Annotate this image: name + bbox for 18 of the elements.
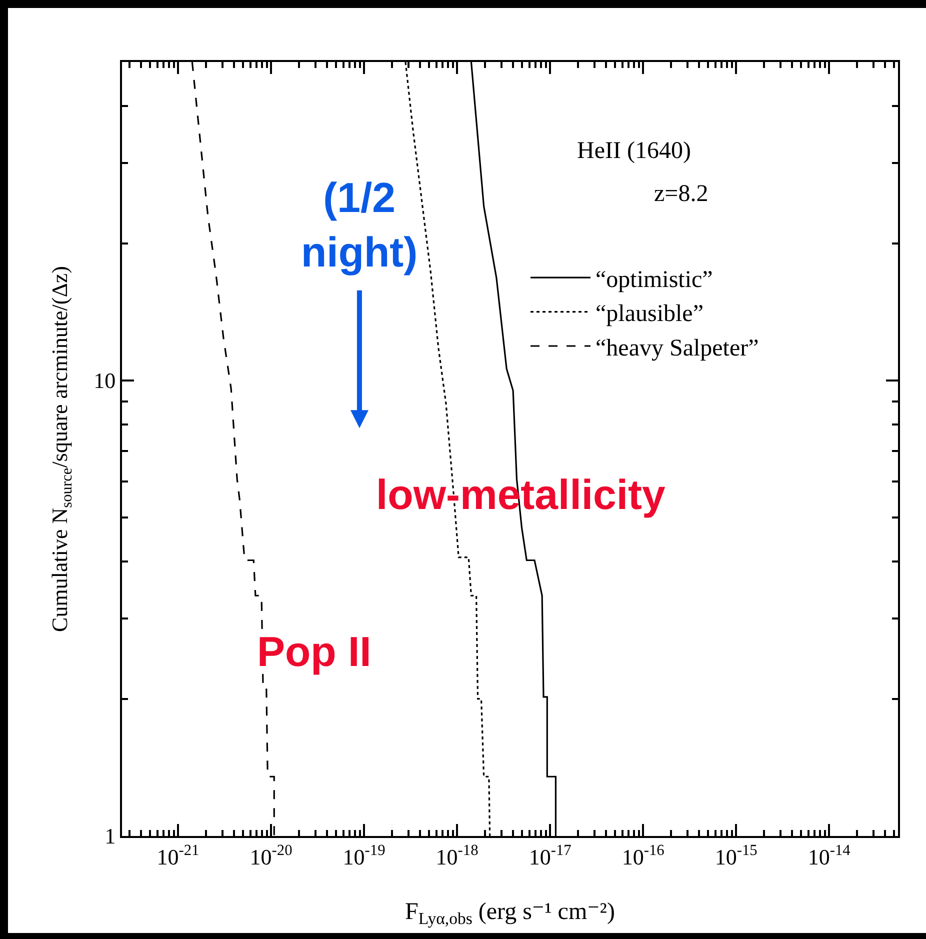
x-tick-label: 10$^{-14}$ <box>808 842 851 870</box>
y-tick-label: 10 <box>94 368 116 394</box>
x-tick-label: 10$^{-15}$ <box>714 842 758 870</box>
x-tick-label: 10$^{-18}$ <box>436 842 479 870</box>
y-tick-label: 1 <box>104 824 116 849</box>
x-tick-label: 10$^{-16}$ <box>622 842 665 870</box>
legend-label: “plausible” <box>596 301 704 328</box>
x-tick-label: 10$^{-20}$ <box>250 842 293 870</box>
legend-label: “optimistic” <box>596 266 713 293</box>
legend-label: “heavy Salpeter” <box>596 335 759 362</box>
annotation: HeII (1640) <box>577 138 691 164</box>
x-tick-label: 10$^{-21}$ <box>156 842 200 870</box>
x-axis-title: F$_{Lyα,obs}$ (erg s⁻¹ cm⁻²) <box>405 899 615 928</box>
annotation: Pop II <box>257 628 372 675</box>
x-tick-label: 10$^{-19}$ <box>342 842 386 870</box>
annotation: (1/2 night) <box>301 174 418 276</box>
x-tick-label: 10$^{-17}$ <box>528 842 572 870</box>
annotation: z=8.2 <box>654 181 708 207</box>
